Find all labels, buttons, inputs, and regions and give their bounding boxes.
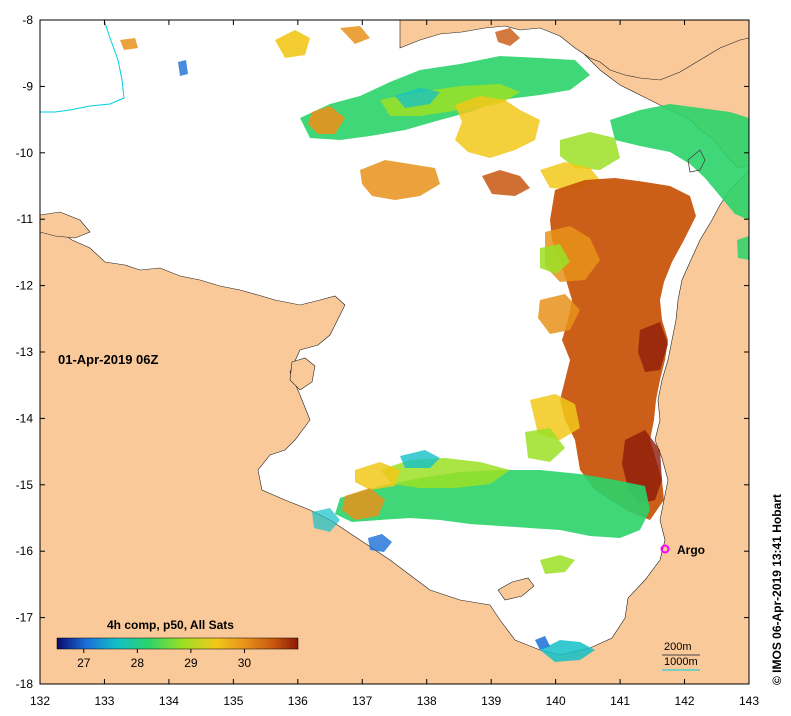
y-tick-label: -18 [16, 677, 34, 691]
x-tick-label: 142 [675, 694, 695, 708]
contour-1000m [40, 20, 125, 113]
contour-legend-200-label: 200m [664, 641, 692, 653]
credit-text: © IMOS 06-Apr-2019 13:41 Hobart [770, 494, 784, 685]
x-tick-label: 141 [610, 694, 630, 708]
land-groote-eylandt [289, 357, 316, 391]
legend-tick-label: 30 [238, 656, 252, 670]
contour-200m [687, 149, 706, 173]
y-tick-label: -17 [16, 611, 34, 625]
y-tick-label: -14 [16, 411, 34, 425]
x-tick-label: 140 [546, 694, 566, 708]
x-tick-label: 132 [30, 694, 50, 708]
argo-float-icon[interactable] [660, 544, 670, 554]
y-tick-label: -10 [16, 146, 34, 160]
x-axis: 132 133 134 135 136 137 138 139 140 141 142 143 [30, 20, 759, 708]
land-mornington-island [497, 577, 535, 601]
land-arnhem-land [40, 169, 749, 684]
legend-colorbar [56, 637, 299, 650]
contour-legend-1000-label: 1000m [664, 656, 698, 668]
land-papua-new-guinea [399, 20, 749, 81]
y-tick-label: -12 [16, 279, 34, 293]
argo-label: Argo [677, 543, 705, 557]
legend-title: 4h comp, p50, All Sats [107, 618, 234, 632]
x-tick-label: 136 [288, 694, 308, 708]
legend-tick-label: 28 [131, 656, 145, 670]
y-tick-label: -16 [16, 544, 34, 558]
y-axis: -8 -9 -10 -11 -12 -13 -14 -15 -16 -17 -18 [16, 13, 749, 691]
argo-marker[interactable]: Argo [660, 543, 706, 557]
legend-ticks: 27 28 29 30 [77, 649, 251, 670]
x-tick-label: 143 [739, 694, 759, 708]
y-tick-label: -15 [16, 478, 34, 492]
land-melville-island [40, 211, 91, 239]
x-tick-label: 135 [223, 694, 243, 708]
legend: 4h comp, p50, All Sats 27 28 29 30 [56, 618, 299, 670]
timestamp-label: 01-Apr-2019 06Z [58, 352, 158, 367]
y-tick-label: -9 [22, 79, 33, 93]
contour-legend: 200m 1000m [662, 641, 700, 671]
legend-tick-label: 27 [77, 656, 91, 670]
x-tick-label: 134 [159, 694, 179, 708]
x-tick-label: 133 [94, 694, 114, 708]
x-tick-label: 137 [352, 694, 372, 708]
y-tick-label: -8 [22, 13, 33, 27]
x-tick-label: 138 [417, 694, 437, 708]
x-tick-label: 139 [481, 694, 501, 708]
y-tick-label: -13 [16, 345, 34, 359]
legend-tick-label: 29 [184, 656, 198, 670]
y-tick-label: -11 [17, 212, 34, 226]
sst-patches [120, 26, 749, 662]
